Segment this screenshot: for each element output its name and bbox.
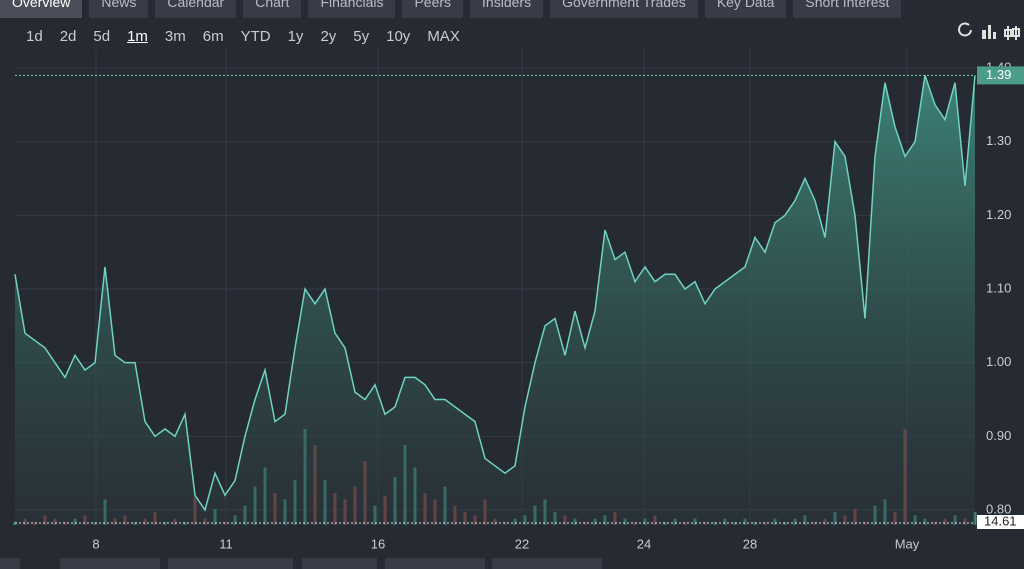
range-button[interactable]: 1m xyxy=(127,28,148,45)
range-button[interactable]: 1d xyxy=(26,28,43,45)
price-line xyxy=(14,75,976,512)
y-tick-label: 1.30 xyxy=(986,133,1011,148)
y-tick-label: 1.20 xyxy=(986,207,1011,222)
tab-bar: Overview News Calendar Chart Financials Peers… xyxy=(0,0,1024,18)
x-tick-label: 24 xyxy=(637,536,651,551)
range-button[interactable]: 1y xyxy=(287,28,304,45)
x-tick-label: 11 xyxy=(219,536,233,551)
range-button[interactable]: 2y xyxy=(320,28,337,45)
y-tick-label: 0.90 xyxy=(986,428,1011,443)
last-price-label: 1.39 xyxy=(986,67,1011,82)
toolbar-icons[interactable] xyxy=(958,22,1020,40)
tab[interactable]: Financials xyxy=(308,0,396,18)
tab[interactable]: Short Interest xyxy=(793,0,902,18)
x-tick-label: 8 xyxy=(92,536,99,551)
tab[interactable]: Peers xyxy=(402,0,464,18)
x-tick-label: 22 xyxy=(515,536,529,551)
tab[interactable]: News xyxy=(89,0,149,18)
volume-tag xyxy=(977,515,1024,529)
y-tick-label: 1.10 xyxy=(986,280,1011,295)
y-tick-label: 0.80 xyxy=(986,501,1011,516)
y-tick-label: 1.00 xyxy=(986,354,1011,369)
range-button[interactable]: 10y xyxy=(386,28,411,45)
tab[interactable]: Insiders xyxy=(470,0,544,18)
price-area xyxy=(15,75,975,525)
tab[interactable]: Chart xyxy=(243,0,302,18)
x-tick-label: May xyxy=(895,536,920,551)
volume-label: 14.61 xyxy=(984,513,1017,528)
range-button[interactable]: MAX xyxy=(427,28,460,45)
range-button[interactable]: YTD xyxy=(240,28,271,45)
range-bar: 1d 2d 5d 1m 3m 6m YTD 1y 2y 5y 10y MAX xyxy=(26,28,460,45)
tab[interactable]: Calendar xyxy=(155,0,237,18)
x-tick-label: 16 xyxy=(371,536,385,551)
range-button[interactable]: 3m xyxy=(164,28,186,45)
tab[interactable]: Overview xyxy=(0,0,83,18)
tab[interactable]: Government Trades xyxy=(550,0,698,18)
range-button[interactable]: 6m xyxy=(202,28,224,45)
range-button[interactable]: 2d xyxy=(59,28,77,45)
last-price-tag xyxy=(977,66,1024,85)
tab[interactable]: Key Data xyxy=(704,0,787,18)
x-tick-label: 28 xyxy=(743,536,757,551)
range-button[interactable]: 5d xyxy=(93,28,111,45)
range-button[interactable]: 5y xyxy=(353,28,370,45)
